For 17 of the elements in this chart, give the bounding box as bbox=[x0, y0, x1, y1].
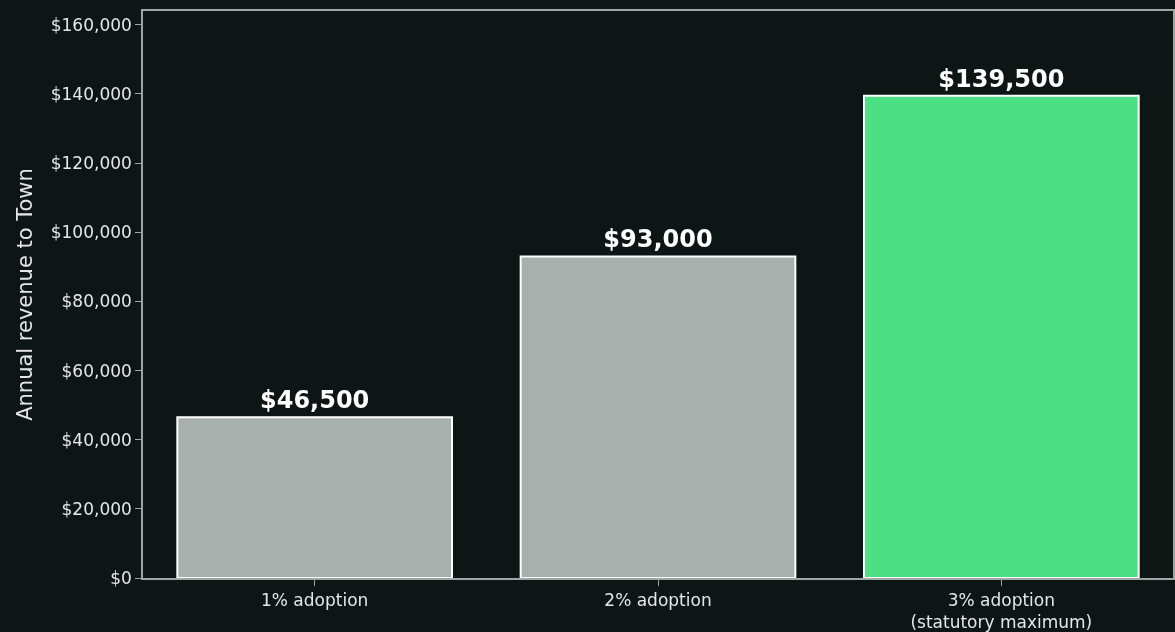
x-tick-label: 1% adoption bbox=[261, 590, 369, 611]
y-tick-label: $40,000 bbox=[61, 429, 132, 450]
y-tick-label: $140,000 bbox=[50, 83, 132, 104]
y-tick-label: $160,000 bbox=[50, 14, 132, 35]
y-tick-label: $20,000 bbox=[61, 498, 132, 519]
y-tick-label: $60,000 bbox=[61, 360, 132, 381]
x-tick-label: 3% adoption (statutory maximum) bbox=[910, 590, 1093, 632]
y-axis-title: Annual revenue to Town bbox=[13, 168, 38, 421]
data-label: $46,500 bbox=[260, 386, 370, 415]
y-tick-label: $100,000 bbox=[50, 222, 132, 243]
y-tick-label: $120,000 bbox=[50, 153, 132, 174]
data-label: $139,500 bbox=[938, 64, 1065, 93]
y-tick-label: $0 bbox=[110, 567, 132, 588]
x-tick-label: 2% adoption bbox=[604, 590, 712, 611]
data-label: $93,000 bbox=[603, 225, 713, 254]
y-tick-label: $80,000 bbox=[61, 291, 132, 312]
bar bbox=[863, 94, 1140, 578]
